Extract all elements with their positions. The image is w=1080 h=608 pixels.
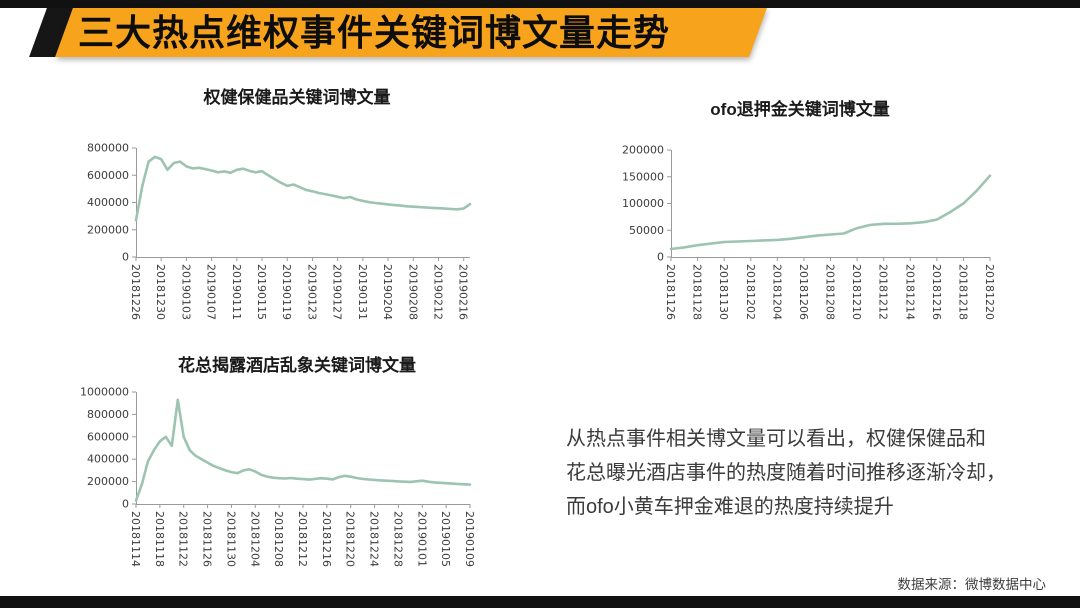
chart-title-quanjian: 权健保健品关键词博文量 [203, 88, 391, 107]
chart-quanjian: 权健保健品关键词博文量 0 200000 400000 600000 800000 201… [50, 86, 500, 349]
svg-text:20190208: 20190208 [406, 264, 419, 320]
svg-text:20181122: 20181122 [177, 511, 190, 567]
svg-text:800000: 800000 [87, 142, 129, 155]
svg-text:400000: 400000 [87, 453, 129, 466]
summary-line: 从热点事件相关博文量可以看出，权健保健品和 [566, 428, 986, 450]
data-source-note: 数据来源：微博数据中心 [897, 577, 1047, 592]
top-bar [0, 0, 1080, 8]
svg-text:20181220: 20181220 [983, 264, 996, 320]
svg-text:20181208: 20181208 [824, 264, 837, 320]
svg-text:600000: 600000 [87, 430, 129, 443]
svg-text:100000: 100000 [622, 197, 664, 210]
svg-text:1000000: 1000000 [80, 386, 129, 399]
summary-line: 花总曝光酒店事件的热度随着时间推移逐渐冷却， [566, 462, 1006, 484]
svg-text:800000: 800000 [87, 408, 129, 421]
summary-line: 而ofo小黄车押金难退的热度持续提升 [566, 496, 894, 518]
svg-text:20190115: 20190115 [255, 264, 268, 320]
svg-text:20181216: 20181216 [320, 511, 333, 567]
svg-text:20190204: 20190204 [381, 264, 394, 320]
svg-text:20190131: 20190131 [356, 264, 369, 320]
svg-text:20181216: 20181216 [930, 264, 943, 320]
svg-text:50000: 50000 [629, 224, 664, 237]
svg-text:20181126: 20181126 [664, 264, 677, 320]
chart-title-huazong: 花总揭露酒店乱象关键词博文量 [178, 356, 416, 375]
svg-text:20190127: 20190127 [331, 264, 344, 320]
svg-text:200000: 200000 [87, 223, 129, 236]
svg-text:20181114: 20181114 [129, 511, 142, 567]
svg-text:20190101: 20190101 [415, 511, 428, 567]
svg-text:20190212: 20190212 [431, 264, 444, 320]
svg-text:20181206: 20181206 [797, 264, 810, 320]
svg-text:20181214: 20181214 [903, 264, 916, 320]
svg-text:20181210: 20181210 [850, 264, 863, 320]
svg-text:20181212: 20181212 [877, 264, 890, 320]
quanjian-line-plot: 0 200000 400000 600000 800000 20181226 2018123… [87, 142, 472, 320]
svg-text:20181130: 20181130 [717, 264, 730, 320]
svg-text:200000: 200000 [87, 475, 129, 488]
svg-text:20181118: 20181118 [153, 511, 166, 567]
ofo-line-plot: 0 50000 100000 150000 200000 20181126 20181128… [622, 144, 996, 321]
chart-huazong: 花总揭露酒店乱象关键词博文量 0 200000 400000 600000 800000… [50, 354, 500, 594]
svg-text:20190103: 20190103 [179, 264, 192, 320]
svg-text:20181228: 20181228 [391, 511, 404, 567]
svg-text:20181230: 20181230 [154, 264, 167, 320]
svg-text:20181208: 20181208 [272, 511, 285, 567]
svg-text:20190109: 20190109 [463, 511, 476, 567]
svg-text:20190123: 20190123 [305, 264, 318, 320]
svg-text:150000: 150000 [622, 170, 664, 183]
svg-text:20190119: 20190119 [280, 264, 293, 320]
svg-text:20181218: 20181218 [956, 264, 969, 320]
svg-text:20190216: 20190216 [457, 264, 470, 320]
bottom-bar [0, 596, 1080, 608]
title-banner: 三大热点维权事件关键词博文量走势 [29, 8, 778, 57]
svg-text:20190111: 20190111 [230, 264, 243, 320]
svg-text:20181204: 20181204 [248, 511, 261, 567]
svg-text:20181212: 20181212 [296, 511, 309, 567]
svg-text:0: 0 [122, 251, 129, 264]
summary-text: 从热点事件相关博文量可以看出，权健保健品和 花总曝光酒店事件的热度随着时间推移逐… [566, 422, 1036, 524]
svg-text:20181204: 20181204 [770, 264, 783, 320]
svg-text:0: 0 [122, 498, 129, 511]
svg-text:20190107: 20190107 [205, 264, 218, 320]
svg-text:600000: 600000 [87, 169, 129, 182]
svg-text:20181224: 20181224 [368, 511, 381, 567]
chart-ofo: ofo退押金关键词博文量 0 50000 100000 150000 200000 201… [585, 98, 1015, 349]
page-title: 三大热点维权事件关键词博文量走势 [78, 12, 671, 53]
svg-text:20181126: 20181126 [201, 511, 214, 567]
svg-text:20181128: 20181128 [691, 264, 704, 320]
svg-text:400000: 400000 [87, 196, 129, 209]
svg-text:20181220: 20181220 [344, 511, 357, 567]
huazong-line-plot: 0 200000 400000 600000 800000 1000000 20181114… [80, 386, 476, 568]
svg-text:200000: 200000 [622, 144, 664, 157]
svg-text:0: 0 [657, 251, 664, 264]
svg-text:20181226: 20181226 [129, 264, 142, 320]
svg-text:20181130: 20181130 [224, 511, 237, 567]
svg-text:20190105: 20190105 [439, 511, 452, 567]
svg-text:20181202: 20181202 [744, 264, 757, 320]
chart-title-ofo: ofo退押金关键词博文量 [710, 100, 890, 119]
